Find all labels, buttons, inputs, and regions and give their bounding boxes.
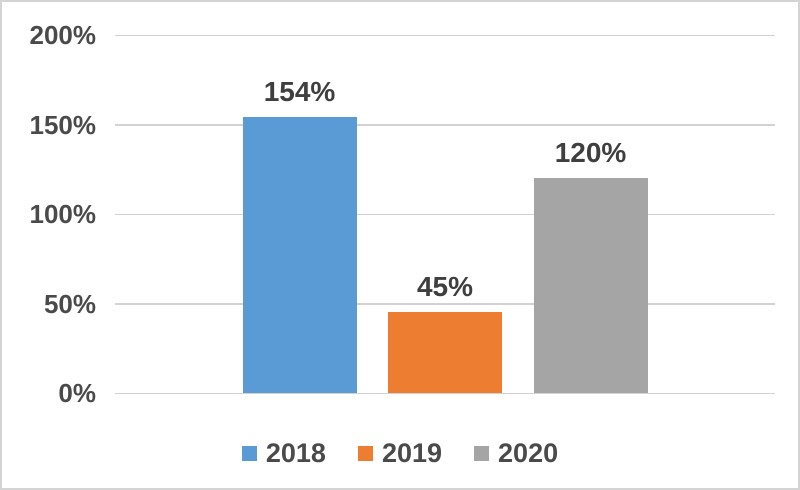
y-tick-label: 50% (43, 288, 96, 319)
bar-2018 (242, 117, 357, 393)
y-tick-label: 100% (29, 199, 97, 229)
gridline (115, 124, 775, 126)
legend-item-2018: 2018 (241, 437, 326, 468)
legend-swatch-icon (357, 445, 373, 461)
bar-value-label-2020: 120% (554, 137, 627, 169)
gridline (115, 303, 775, 305)
legend-swatch-icon (241, 445, 257, 461)
legend-label: 2018 (265, 437, 326, 468)
bar-value-label-2019: 45% (416, 271, 474, 303)
legend-swatch-icon (474, 445, 490, 461)
legend-item-2019: 2019 (357, 437, 443, 468)
y-tick-label: 150% (29, 109, 97, 140)
bar-2019 (388, 312, 502, 393)
y-tick-label: 200% (29, 20, 97, 50)
legend-label: 2019 (381, 437, 443, 468)
chart-legend: 2018 2019 2020 (2, 434, 798, 472)
legend-item-2020: 2020 (474, 437, 559, 468)
bar-value-label-2018: 154% (263, 76, 336, 108)
y-tick-label: 0% (58, 378, 96, 408)
gridline (115, 392, 775, 394)
gridline (115, 34, 775, 36)
legend-label: 2020 (498, 437, 559, 468)
gridline (115, 213, 775, 215)
bar-2020 (533, 178, 648, 393)
